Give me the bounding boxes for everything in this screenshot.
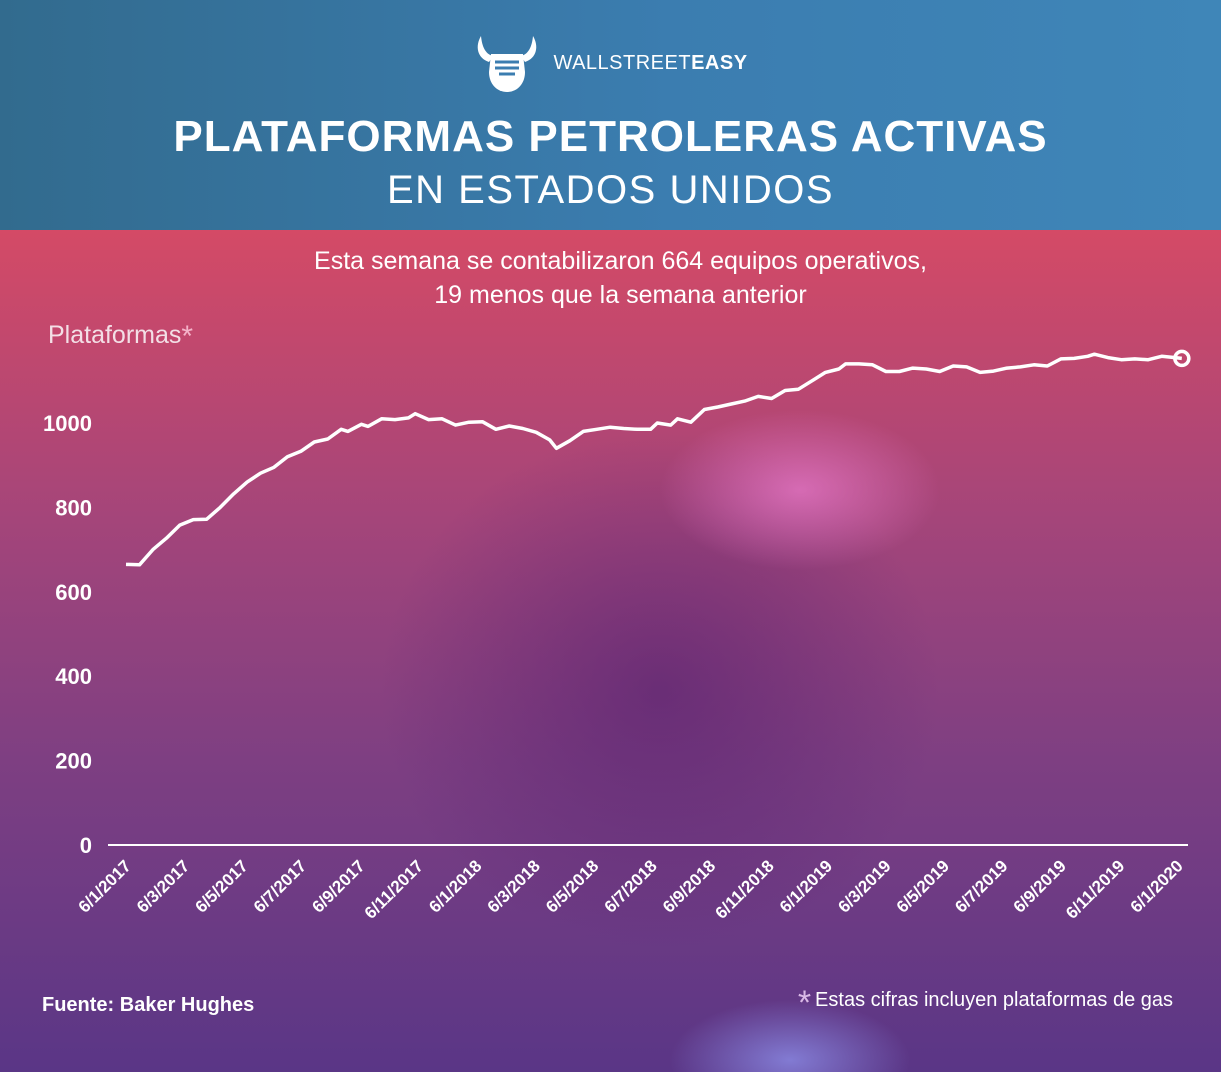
x-tick-label-13: 6/3/2019	[834, 856, 894, 916]
x-tick-label-5: 6/11/2017	[361, 856, 427, 922]
subtitle-line2: 19 menos que la semana anterior	[434, 281, 807, 309]
series-line	[125, 352, 1183, 567]
asterisk-icon: *	[181, 320, 194, 353]
y-tick-label-3: 600	[55, 580, 92, 605]
subtitle-line1: Esta semana se contabilizaron 664 equipo…	[314, 247, 927, 275]
x-tick-label-7: 6/3/2018	[484, 856, 544, 916]
chart-title-line1: PLATAFORMAS PETROLERAS ACTIVAS	[173, 112, 1048, 161]
x-tick-label-3: 6/7/2017	[250, 856, 310, 916]
x-tick-label-6: 6/1/2018	[425, 856, 485, 916]
y-tick-label-5: 1000	[43, 411, 92, 436]
x-tick-label-16: 6/9/2019	[1010, 856, 1070, 916]
x-axis-ticks: 6/1/20176/3/20176/5/20176/7/20176/9/2017…	[75, 856, 1187, 922]
footnote: * Estas cifras incluyen plataformas de ga…	[798, 984, 1173, 1023]
x-tick-label-10: 6/9/2018	[659, 856, 719, 916]
chart-subtitle: Esta semana se contabilizaron 664 equipo…	[0, 244, 1221, 312]
x-tick-label-17: 6/11/2019	[1062, 856, 1128, 922]
x-tick-label-11: 6/11/2018	[711, 856, 777, 922]
y-tick-label-0: 0	[80, 833, 92, 858]
x-tick-label-15: 6/7/2019	[951, 856, 1011, 916]
x-tick-label-2: 6/5/2017	[191, 856, 251, 916]
y-tick-label-2: 400	[55, 664, 92, 689]
y-tick-label-1: 200	[55, 749, 92, 774]
footnote-text: Estas cifras incluyen plataformas de gas	[815, 989, 1173, 1011]
x-tick-label-4: 6/9/2017	[308, 856, 368, 916]
source-label: Fuente: Baker Hughes	[42, 994, 255, 1016]
asterisk-icon: *	[797, 984, 812, 1022]
last-point-marker	[1173, 349, 1191, 368]
logo: WALLSTREETEASY	[0, 32, 1221, 99]
x-tick-label-18: 6/1/2020	[1127, 856, 1187, 916]
y-tick-label-4: 800	[55, 495, 92, 520]
y-axis-label: Plataformas*	[48, 320, 193, 354]
x-tick-label-12: 6/1/2019	[776, 856, 836, 916]
x-tick-label-8: 6/5/2018	[542, 856, 602, 916]
y-axis-label-text: Plataformas	[48, 321, 182, 349]
x-tick-label-1: 6/3/2017	[133, 856, 193, 916]
x-tick-label-14: 6/5/2019	[893, 856, 953, 916]
x-tick-label-9: 6/7/2018	[601, 856, 661, 916]
y-axis-ticks: 0 200 400 600 800 1000	[43, 411, 92, 858]
header-banner: WALLSTREETEASY PLATAFORMAS PETROLERAS AC…	[0, 0, 1221, 230]
chart-title-line2: EN ESTADOS UNIDOS	[386, 168, 835, 212]
x-tick-label-0: 6/1/2017	[75, 856, 135, 916]
bull-fist-icon	[478, 36, 537, 92]
brand-name: WALLSTREETEASY	[553, 51, 748, 74]
